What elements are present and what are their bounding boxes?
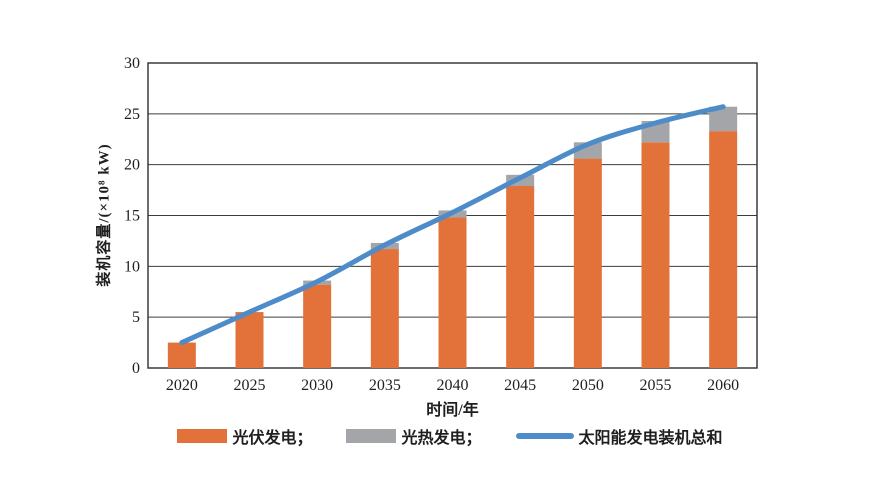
legend-item-pv: 光伏发电； — [177, 424, 312, 448]
bar-pv-2025 — [235, 312, 264, 368]
total-capacity-line — [179, 104, 726, 346]
legend-label-total: 太阳能发电装机总和 — [578, 430, 723, 447]
y-tick-label-5: 5 — [132, 309, 140, 326]
csp-swatch-icon — [346, 429, 397, 443]
pv-swatch-icon — [177, 429, 228, 443]
y-tick-label-30: 30 — [124, 55, 140, 72]
bar-pv-2045 — [506, 186, 535, 368]
x-tick-label-2040: 2040 — [437, 377, 469, 394]
x-tick-label-2045: 2045 — [504, 377, 536, 394]
bar-pv-2035 — [370, 249, 399, 368]
bar-pv-2020 — [167, 342, 196, 368]
y-tick-label-10: 10 — [124, 258, 140, 275]
bar-pv-2030 — [303, 284, 332, 368]
chart-legend: 光伏发电； 光热发电； 太阳能发电装机总和 — [120, 424, 780, 448]
legend-label-pv: 光伏发电； — [232, 430, 313, 447]
x-tick-label-2020: 2020 — [166, 377, 198, 394]
x-tick-label-2050: 2050 — [572, 377, 604, 394]
bar-pv-2050 — [573, 158, 602, 368]
y-tick-label-0: 0 — [132, 360, 140, 377]
legend-item-total: 太阳能发电装机总和 — [515, 424, 723, 448]
y-tick-label-15: 15 — [124, 208, 140, 225]
x-axis-title: 时间/年 — [426, 402, 479, 419]
y-axis-title: 装机容量/(×10⁸ kW) — [96, 143, 113, 287]
y-tick-label-25: 25 — [124, 106, 140, 123]
legend-label-csp: 光热发电； — [401, 430, 482, 447]
x-tick-label-2055: 2055 — [640, 377, 672, 394]
bar-pv-2060 — [709, 131, 738, 368]
x-tick-label-2035: 2035 — [369, 377, 401, 394]
x-tick-label-2030: 2030 — [301, 377, 333, 394]
legend-item-csp: 光热发电； — [346, 424, 482, 448]
total-line-swatch-icon — [515, 433, 574, 439]
x-tick-label-2060: 2060 — [707, 377, 739, 394]
bar-pv-2055 — [641, 142, 670, 368]
x-tick-label-2025: 2025 — [234, 377, 266, 394]
bar-pv-2040 — [438, 217, 467, 368]
y-tick-label-20: 20 — [124, 157, 140, 174]
